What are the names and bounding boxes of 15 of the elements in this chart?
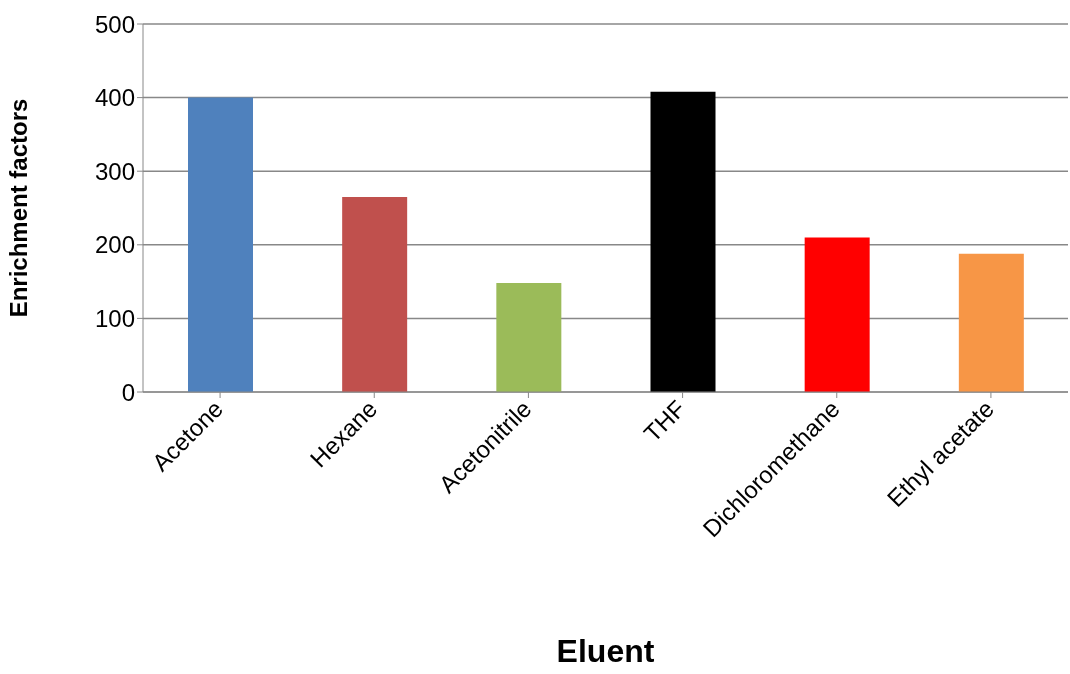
bar [188,97,253,392]
bar [342,196,408,392]
y-tick-label: 100 [94,304,135,332]
y-tick-label: 500 [94,10,135,38]
y-tick-label: 0 [121,378,135,406]
y-tick-label: 200 [94,231,135,259]
bar [804,237,870,392]
bar [496,283,562,392]
y-tick-label: 400 [94,84,135,112]
bar [958,253,1024,392]
x-tick-label: THF [638,394,691,448]
bar [650,91,716,392]
x-axis-title: Eluent [556,633,655,669]
y-axis-title: Enrichment factors [4,98,32,318]
y-tick-label: 300 [94,157,135,185]
